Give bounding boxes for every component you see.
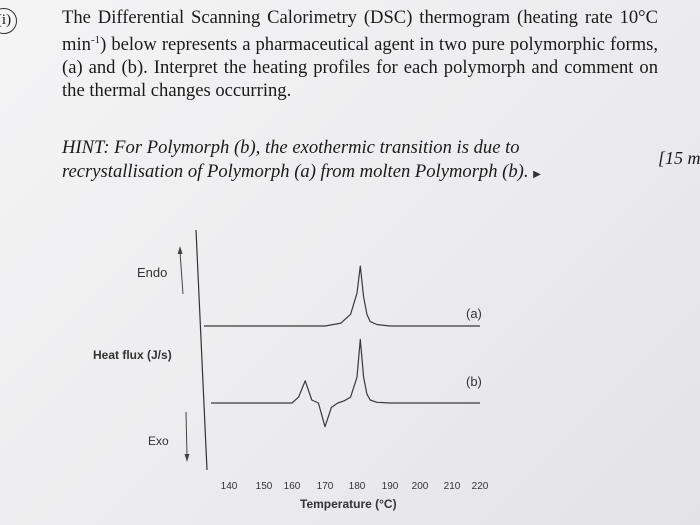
x-tick-label: 160 (284, 481, 301, 492)
question-number: (i) (0, 8, 17, 34)
y-axis-label: Heat flux (J/s) (93, 348, 172, 362)
x-tick-label: 190 (382, 481, 399, 492)
question-text: The Differential Scanning Calorimetry (D… (62, 7, 658, 102)
endo-label: Endo (137, 265, 167, 280)
series-line-b (211, 338, 480, 428)
cursor-arrow-icon: ▶ (533, 169, 541, 180)
x-tick-label: 220 (472, 481, 489, 492)
marks-label: [15 m (658, 148, 700, 168)
x-tick-label: 150 (256, 481, 273, 492)
series-line-a (204, 265, 480, 327)
exo-label: Exo (148, 434, 169, 448)
endo-arrow (177, 246, 184, 295)
series-label-a: (a) (466, 306, 482, 321)
x-tick-label: 170 (317, 481, 334, 492)
x-tick-label: 140 (221, 481, 238, 492)
exo-arrow (184, 411, 190, 462)
x-tick-label: 210 (444, 481, 461, 492)
x-tick-label: 180 (349, 481, 366, 492)
x-axis-label: Temperature (°C) (300, 497, 397, 511)
series-label-b: (b) (466, 374, 482, 389)
hint-text: HINT: For Polymorph (b), the exothermic … (62, 137, 541, 182)
y-axis-line (195, 229, 208, 471)
x-tick-label: 200 (412, 481, 429, 492)
